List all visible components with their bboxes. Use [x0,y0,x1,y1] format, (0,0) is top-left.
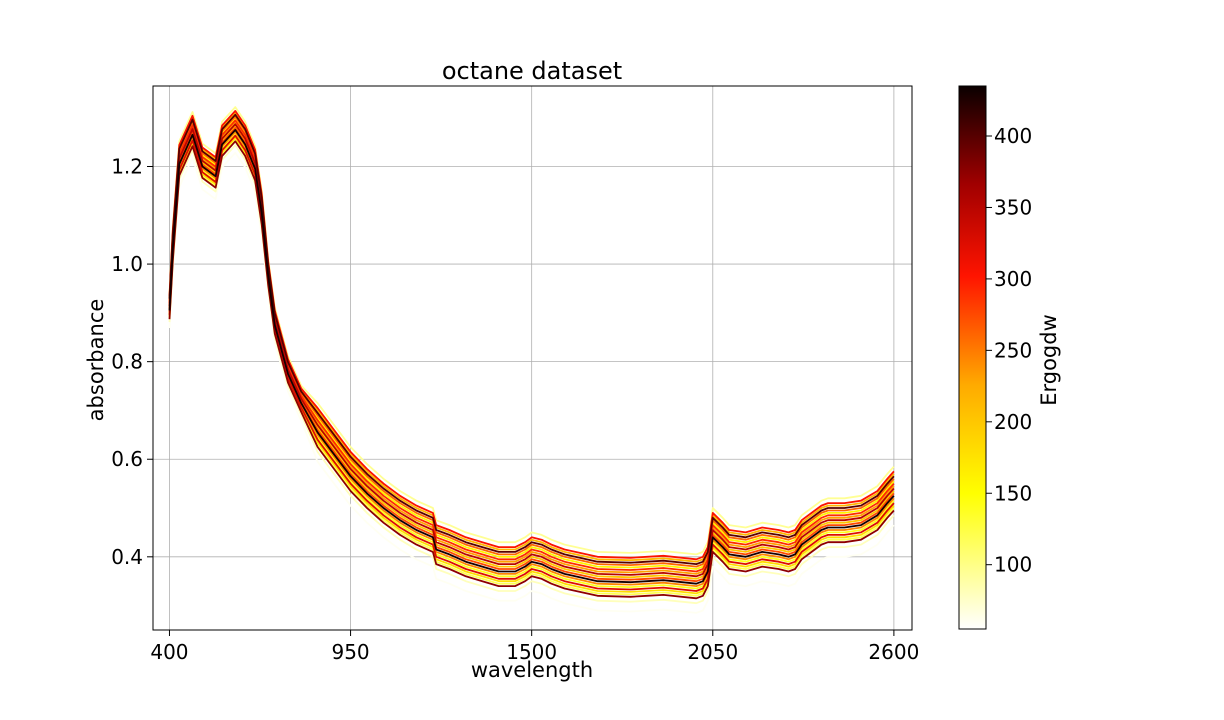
x-tick-label: 2600 [868,640,919,664]
y-axis: 0.4 0.6 0.8 1.0 1.2 [111,155,153,569]
y-tick-label: 0.8 [111,350,143,374]
colorbar-tick-label: 300 [994,267,1032,291]
series-group [168,106,895,614]
y-axis-label: absorbance [84,299,108,422]
y-tick-label: 0.4 [111,545,143,569]
x-tick-label: 2050 [687,640,738,664]
y-tick-label: 1.0 [111,252,143,276]
chart-title: octane dataset [442,57,622,85]
colorbar-tick-label: 100 [994,553,1032,577]
x-axis: 400 950 1500 2050 2600 [150,630,919,664]
x-axis-label: wavelength [471,658,593,682]
colorbar [958,85,987,630]
spectrum-line [168,129,895,585]
colorbar-label: Ergogdw [1037,314,1061,406]
colorbar-tick-label: 400 [994,124,1032,148]
colorbar-tick-label: 200 [994,410,1032,434]
x-tick-label: 950 [331,640,369,664]
y-tick-label: 1.2 [111,155,143,179]
colorbar-tick-label: 150 [994,481,1032,505]
plot-frame [152,85,913,631]
colorbar-tick-label: 250 [994,338,1032,362]
x-tick-label: 1500 [506,640,557,664]
x-tick-label: 400 [150,640,188,664]
colorbar-axis: 100 150 200 250 300 350 400 [986,124,1032,577]
y-tick-label: 0.6 [111,447,143,471]
spectrum-line [168,151,895,614]
spectrum-line [168,113,895,565]
colorbar-tick-label: 350 [994,195,1032,219]
spectrum-line [168,140,895,600]
